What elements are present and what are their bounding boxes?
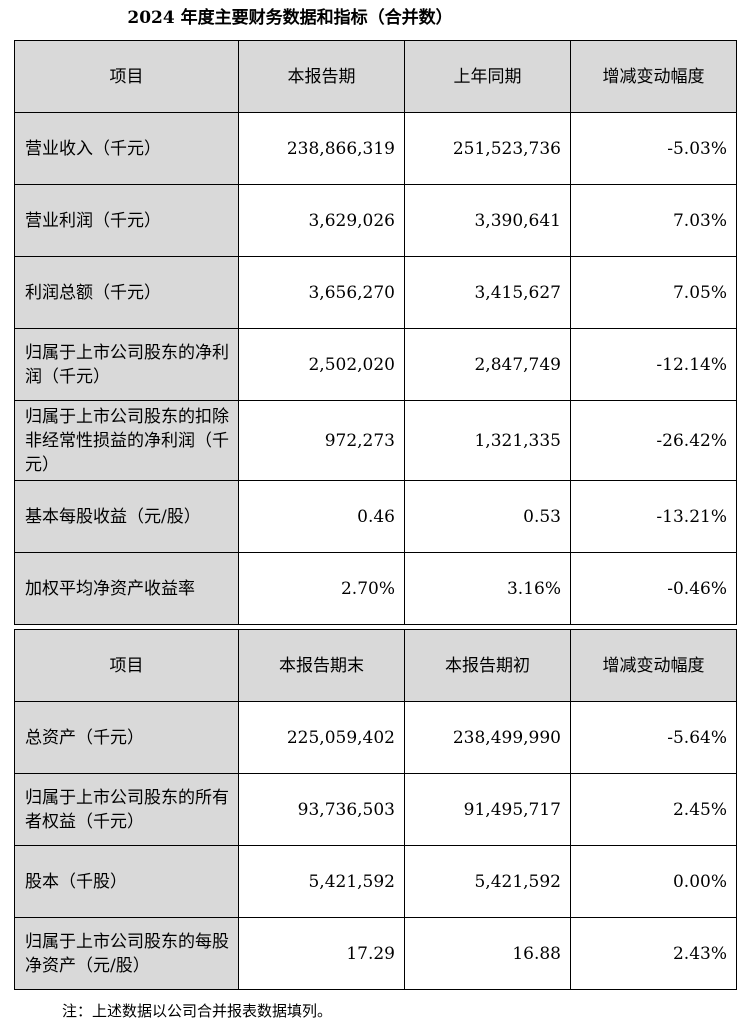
current-value: 2,502,020 [238,328,405,401]
begin-value: 91,495,717 [404,773,571,846]
prior-value: 3,390,641 [404,184,571,257]
current-value: 2.70% [238,552,405,625]
column-header-period-end: 本报告期末 [238,629,405,702]
row-label: 加权平均净资产收益率 [14,552,239,625]
change-value: 2.43% [570,917,737,990]
prior-value: 0.53 [404,480,571,553]
balance-indicators-table: 项目 本报告期末 本报告期初 增减变动幅度 总资产（千元） 225,059,40… [14,629,737,990]
table-row: 利润总额（千元） 3,656,270 3,415,627 7.05% [14,256,737,329]
change-value: -12.14% [570,328,737,401]
row-label: 归属于上市公司股东的所有者权益（千元） [14,773,239,846]
prior-value: 2,847,749 [404,328,571,401]
table-row: 归属于上市公司股东的每股净资产（元/股） 17.29 16.88 2.43% [14,917,737,990]
table-row: 总资产（千元） 225,059,402 238,499,990 -5.64% [14,701,737,774]
prior-value: 251,523,736 [404,112,571,185]
row-label: 股本（千股） [14,845,239,918]
prior-value: 3,415,627 [404,256,571,329]
table-row: 基本每股收益（元/股） 0.46 0.53 -13.21% [14,480,737,553]
row-label: 归属于上市公司股东的扣除非经常性损益的净利润（千元） [14,400,239,481]
change-value: -0.46% [570,552,737,625]
table-header-row: 项目 本报告期末 本报告期初 增减变动幅度 [14,629,737,702]
end-value: 225,059,402 [238,701,405,774]
change-value: 2.45% [570,773,737,846]
column-header-prior-period: 上年同期 [404,40,571,113]
column-header-period-begin: 本报告期初 [404,629,571,702]
table-row: 股本（千股） 5,421,592 5,421,592 0.00% [14,845,737,918]
table-row: 营业利润（千元） 3,629,026 3,390,641 7.03% [14,184,737,257]
row-label: 总资产（千元） [14,701,239,774]
row-label: 基本每股收益（元/股） [14,480,239,553]
prior-value: 3.16% [404,552,571,625]
row-label: 营业收入（千元） [14,112,239,185]
begin-value: 5,421,592 [404,845,571,918]
current-value: 3,629,026 [238,184,405,257]
current-value: 972,273 [238,400,405,481]
change-value: -5.64% [570,701,737,774]
end-value: 93,736,503 [238,773,405,846]
change-value: -26.42% [570,400,737,481]
row-label: 归属于上市公司股东的每股净资产（元/股） [14,917,239,990]
column-header-change: 增减变动幅度 [570,40,737,113]
row-label: 归属于上市公司股东的净利润（千元） [14,328,239,401]
prior-value: 1,321,335 [404,400,571,481]
table-row: 营业收入（千元） 238,866,319 251,523,736 -5.03% [14,112,737,185]
column-header-item: 项目 [14,629,239,702]
begin-value: 16.88 [404,917,571,990]
table-row: 归属于上市公司股东的净利润（千元） 2,502,020 2,847,749 -1… [14,328,737,401]
end-value: 5,421,592 [238,845,405,918]
column-header-item: 项目 [14,40,239,113]
end-value: 17.29 [238,917,405,990]
footnote: 注：上述数据以公司合并报表数据填列。 [62,1002,333,1020]
income-indicators-table: 项目 本报告期 上年同期 增减变动幅度 营业收入（千元） 238,866,319… [14,40,737,625]
change-value: 7.03% [570,184,737,257]
page-title: 2024 年度主要财务数据和指标（合并数） [127,8,453,28]
current-value: 238,866,319 [238,112,405,185]
table-header-row: 项目 本报告期 上年同期 增减变动幅度 [14,40,737,113]
current-value: 3,656,270 [238,256,405,329]
change-value: -13.21% [570,480,737,553]
column-header-current-period: 本报告期 [238,40,405,113]
change-value: -5.03% [570,112,737,185]
table-row: 归属于上市公司股东的所有者权益（千元） 93,736,503 91,495,71… [14,773,737,846]
table-row: 归属于上市公司股东的扣除非经常性损益的净利润（千元） 972,273 1,321… [14,400,737,481]
column-header-change: 增减变动幅度 [570,629,737,702]
change-value: 0.00% [570,845,737,918]
row-label: 利润总额（千元） [14,256,239,329]
change-value: 7.05% [570,256,737,329]
begin-value: 238,499,990 [404,701,571,774]
table-row: 加权平均净资产收益率 2.70% 3.16% -0.46% [14,552,737,625]
current-value: 0.46 [238,480,405,553]
row-label: 营业利润（千元） [14,184,239,257]
